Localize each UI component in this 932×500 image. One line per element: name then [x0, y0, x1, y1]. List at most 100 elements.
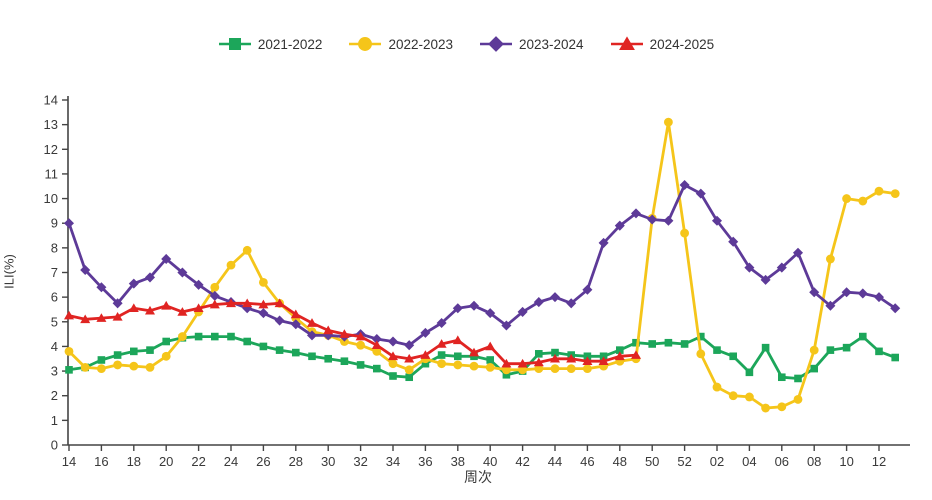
x-tick-label: 32	[353, 454, 367, 469]
data-point	[144, 272, 156, 283]
data-point	[306, 318, 318, 327]
data-point	[550, 364, 560, 374]
data-point	[890, 189, 900, 199]
data-point	[549, 353, 561, 363]
data-point	[387, 336, 399, 347]
data-point	[632, 338, 640, 347]
x-tick-label: 10	[839, 454, 853, 469]
data-point	[614, 351, 625, 361]
x-tick-label: 14	[62, 454, 76, 469]
data-point	[258, 299, 269, 309]
data-point	[566, 298, 577, 309]
data-point	[372, 346, 382, 356]
triangle-legend-icon	[610, 36, 643, 50]
data-point	[598, 356, 609, 366]
data-point	[128, 303, 139, 313]
data-point	[96, 313, 107, 322]
data-point	[324, 354, 332, 363]
data-point	[891, 353, 899, 362]
data-point	[63, 310, 75, 320]
data-point	[533, 357, 544, 367]
data-point	[356, 340, 366, 350]
data-point	[729, 352, 737, 361]
x-tick-label: 40	[483, 454, 497, 469]
data-point	[890, 303, 901, 314]
data-point	[825, 300, 836, 311]
data-point	[193, 303, 204, 313]
data-point	[404, 340, 415, 351]
data-point	[599, 352, 608, 361]
data-point	[794, 374, 802, 383]
x-tick-label: 22	[191, 454, 205, 469]
x-tick-label: 28	[289, 454, 303, 469]
data-point	[859, 332, 867, 341]
data-point	[582, 364, 592, 374]
y-tick-label: 11	[45, 166, 59, 181]
data-point	[502, 370, 511, 379]
legend-item-2022-2023[interactable]: 2022-2023	[348, 36, 453, 52]
diamond-legend-icon	[480, 36, 512, 52]
series-line	[67, 120, 897, 410]
data-point	[80, 265, 91, 276]
data-point	[501, 358, 512, 368]
x-axis-title: 周次	[464, 469, 492, 485]
data-point	[242, 298, 253, 308]
series-line	[67, 335, 897, 380]
data-point	[453, 360, 463, 370]
x-tick-label: 30	[321, 454, 335, 469]
legend-item-2023-2024[interactable]: 2023-2024	[479, 36, 584, 52]
data-point	[647, 214, 658, 225]
data-point	[144, 305, 156, 315]
x-tick-label: 26	[256, 454, 270, 469]
data-point	[209, 290, 220, 301]
data-point	[436, 339, 447, 348]
data-point	[728, 391, 738, 401]
data-point	[308, 352, 316, 361]
data-point	[485, 308, 496, 319]
data-point	[826, 346, 835, 354]
data-point	[761, 403, 771, 413]
y-tick-label: 12	[44, 142, 58, 157]
data-point	[486, 356, 494, 364]
data-point	[582, 284, 593, 295]
data-point	[809, 287, 820, 298]
data-point	[323, 325, 334, 335]
series-2022-2023	[64, 117, 900, 413]
data-point	[193, 279, 204, 290]
data-point	[695, 188, 706, 199]
data-point	[97, 356, 106, 364]
data-point	[679, 180, 690, 191]
y-tick-label: 2	[51, 388, 58, 403]
data-point	[452, 335, 463, 345]
legend-item-2024-2025[interactable]: 2024-2025	[610, 36, 714, 52]
data-point	[358, 37, 373, 51]
data-point	[534, 364, 544, 374]
x-tick-label: 24	[224, 454, 238, 469]
x-tick-label: 48	[613, 454, 627, 469]
data-point	[437, 359, 447, 369]
data-point	[469, 361, 479, 371]
data-point	[468, 347, 480, 357]
data-point	[323, 330, 334, 341]
legend-label: 2021-2022	[257, 36, 323, 52]
data-point	[873, 292, 885, 303]
data-point	[436, 318, 447, 329]
data-point	[778, 373, 786, 382]
data-point	[373, 364, 381, 373]
y-tick-label: 8	[51, 240, 58, 255]
data-point	[517, 358, 528, 368]
data-point	[793, 395, 803, 404]
data-point	[566, 364, 576, 374]
data-point	[371, 334, 382, 345]
data-point	[533, 297, 544, 308]
data-point	[292, 348, 300, 357]
legend-item-2021-2022[interactable]: 2021-2022	[218, 36, 323, 52]
data-point	[161, 253, 172, 264]
x-tick-label: 08	[807, 454, 821, 469]
y-tick-label: 3	[51, 364, 58, 379]
data-point	[387, 351, 399, 361]
data-point	[258, 277, 268, 287]
legend-label: 2023-2024	[519, 36, 584, 52]
